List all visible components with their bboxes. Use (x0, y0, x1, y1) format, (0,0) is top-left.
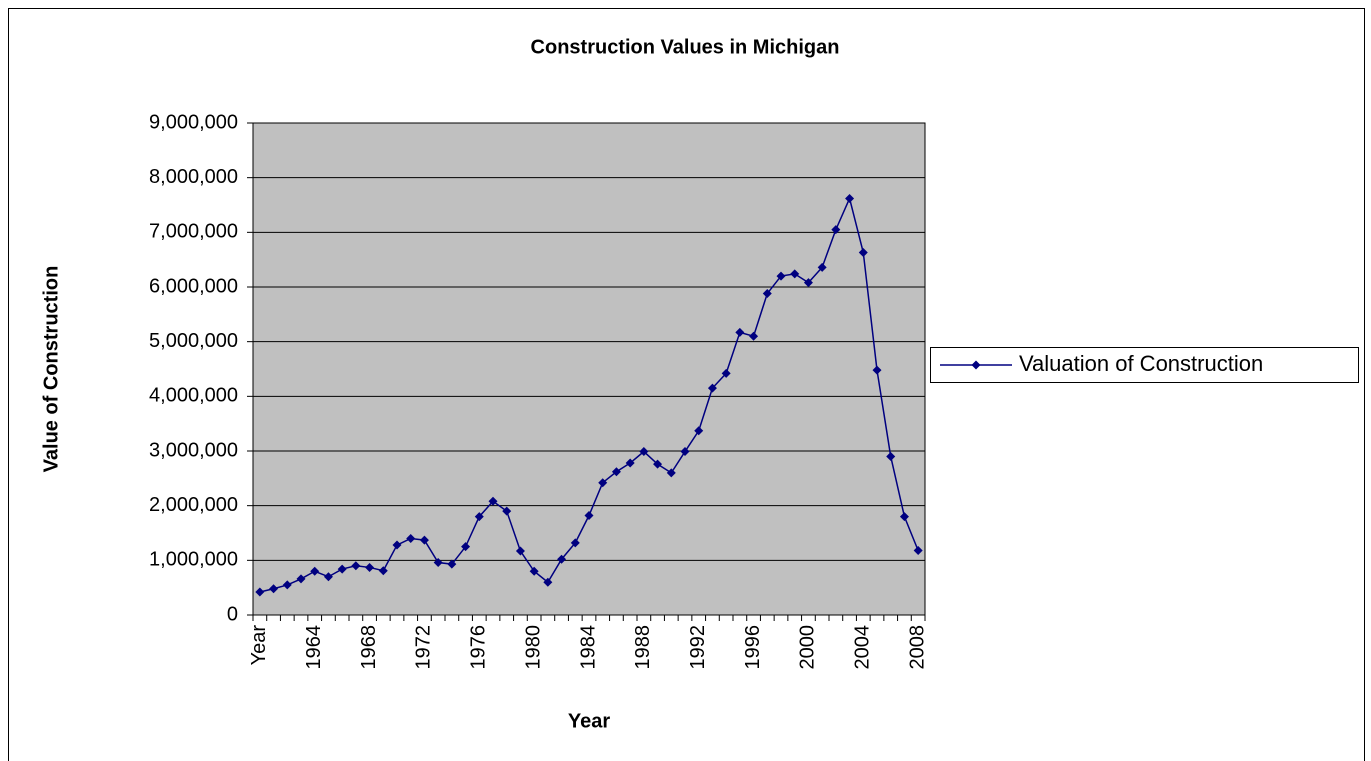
plot-border (252, 122, 926, 616)
x-axis-title: Year (568, 710, 610, 732)
data-point (721, 368, 731, 378)
y-tick-label: 1,000,000 (149, 549, 238, 571)
data-point (899, 512, 909, 522)
data-point (557, 554, 567, 564)
data-point (845, 193, 855, 203)
y-tick-label: 0 (227, 603, 238, 625)
x-tick-label: 1988 (632, 625, 654, 670)
data-point (337, 564, 347, 574)
data-point (790, 269, 800, 279)
data-point (584, 511, 594, 521)
y-tick-label: 3,000,000 (149, 439, 238, 461)
data-point (296, 574, 306, 584)
data-point (680, 447, 690, 457)
data-point (886, 451, 896, 461)
data-point (653, 459, 663, 469)
data-point (803, 278, 813, 288)
data-point (269, 584, 279, 594)
data-point (351, 561, 361, 571)
x-tick-label: 2008 (906, 625, 928, 670)
data-point (707, 383, 717, 393)
x-tick-label: 1992 (687, 625, 709, 670)
y-tick-label: 2,000,000 (149, 494, 238, 516)
data-point (817, 262, 827, 272)
data-point (666, 468, 676, 478)
data-point (913, 545, 923, 555)
data-point (282, 580, 292, 590)
data-point (694, 426, 704, 436)
data-point (762, 289, 772, 299)
data-point (378, 566, 388, 576)
data-point (433, 558, 443, 568)
x-tick-label: 1996 (742, 625, 764, 670)
plot-area (253, 123, 925, 615)
data-point (406, 533, 416, 543)
data-point (419, 535, 429, 545)
x-tick-label: 1968 (358, 625, 380, 670)
data-point (488, 496, 498, 506)
x-tick-label: 2004 (852, 625, 874, 670)
x-tick-label: 1976 (468, 625, 490, 670)
legend-marker (971, 360, 981, 370)
data-point (625, 458, 635, 468)
data-point (543, 577, 553, 587)
data-point (392, 540, 402, 550)
data-point (461, 542, 471, 552)
x-tick-label: 1972 (413, 625, 435, 670)
data-point (735, 327, 745, 337)
x-tick-label: 1984 (577, 625, 599, 670)
x-tick-label: 1964 (303, 625, 325, 670)
data-point (502, 506, 512, 516)
y-axis-title: Value of Construction (40, 266, 62, 473)
y-tick-label: 4,000,000 (149, 385, 238, 407)
y-tick-label: 8,000,000 (149, 166, 238, 188)
x-tick-label: 1980 (522, 625, 544, 670)
data-point (831, 225, 841, 235)
data-point (474, 512, 484, 522)
data-point (365, 562, 375, 572)
data-point (310, 566, 320, 576)
y-tick-label: 5,000,000 (149, 330, 238, 352)
x-tick-label: Year (248, 625, 270, 666)
data-point (749, 331, 759, 341)
y-tick-label: 9,000,000 (149, 111, 238, 133)
data-point (598, 478, 608, 488)
data-point (570, 538, 580, 548)
x-tick-label: 2000 (797, 625, 819, 670)
data-point (515, 546, 525, 556)
data-point (323, 572, 333, 582)
data-point (776, 271, 786, 281)
data-point (447, 559, 457, 569)
y-tick-label: 7,000,000 (149, 221, 238, 243)
data-point (611, 467, 621, 477)
data-point (255, 587, 265, 597)
legend-box (930, 347, 1359, 383)
chart-title: Construction Values in Michigan (531, 36, 840, 58)
data-point (858, 248, 868, 258)
data-point (872, 365, 882, 375)
data-point (529, 566, 539, 576)
legend-label: Valuation of Construction (1019, 351, 1263, 376)
y-tick-label: 6,000,000 (149, 275, 238, 297)
data-point (639, 447, 649, 457)
